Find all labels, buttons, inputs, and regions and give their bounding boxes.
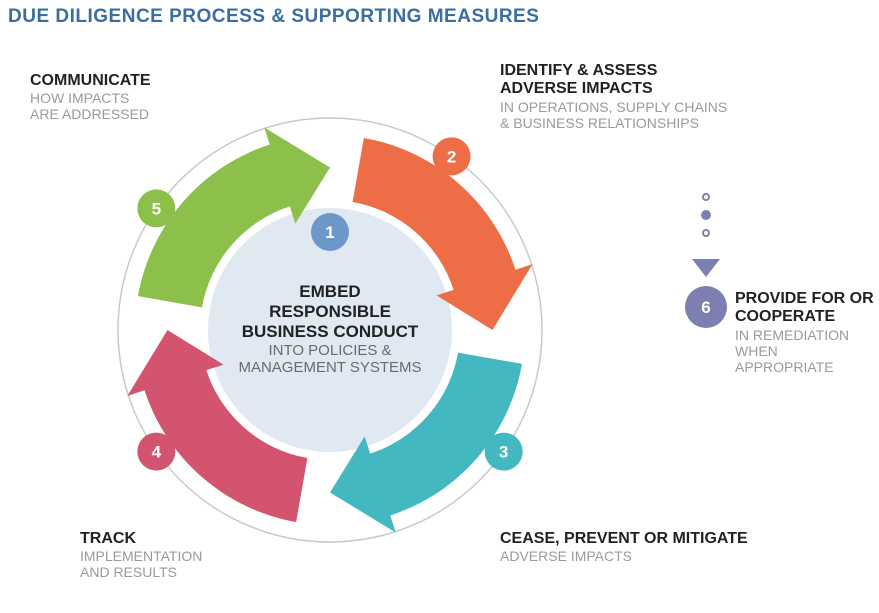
badge-6: 6 (701, 298, 710, 317)
center-sub-1: INTO POLICIES & (220, 342, 440, 359)
badge-2: 2 (447, 147, 456, 166)
badge-4: 4 (152, 443, 162, 462)
step-5-sub: HOW IMPACTSARE ADDRESSED (30, 90, 151, 122)
step-6-sub: IN REMEDIATIONWHEN APPROPRIATE (735, 327, 879, 375)
badge-3: 3 (499, 443, 508, 462)
step-4-sub: IMPLEMENTATIONAND RESULTS (80, 548, 202, 580)
step-3-sub: ADVERSE IMPACTS (500, 548, 748, 564)
step-5-label: COMMUNICATE HOW IMPACTSARE ADDRESSED (30, 72, 151, 123)
center-sub-2: MANAGEMENT SYSTEMS (220, 359, 440, 376)
step-3-label: CEASE, PREVENT OR MITIGATE ADVERSE IMPAC… (500, 530, 748, 564)
center-bold-1: EMBED (220, 282, 440, 302)
step-4-bold: TRACK (80, 530, 202, 548)
step-2-label: IDENTIFY & ASSESSADVERSE IMPACTS IN OPER… (500, 62, 727, 131)
due-diligence-diagram: { "title": { "text": "DUE DILIGENCE PROC… (0, 0, 879, 613)
center-step: EMBED RESPONSIBLE BUSINESS CONDUCT INTO … (220, 282, 440, 376)
step-5-bold: COMMUNICATE (30, 72, 151, 90)
step-3-bold: CEASE, PREVENT OR MITIGATE (500, 530, 748, 548)
step-6-label: PROVIDE FOR ORCOOPERATE IN REMEDIATIONWH… (735, 290, 879, 375)
center-bold-2: RESPONSIBLE (220, 302, 440, 322)
badge-5: 5 (152, 199, 161, 218)
center-bold-3: BUSINESS CONDUCT (220, 322, 440, 342)
step-4-label: TRACK IMPLEMENTATIONAND RESULTS (80, 530, 202, 581)
step-2-sub: IN OPERATIONS, SUPPLY CHAINS& BUSINESS R… (500, 99, 727, 131)
center-badge-number: 1 (325, 223, 334, 242)
step-6-bold: PROVIDE FOR ORCOOPERATE (735, 290, 879, 327)
step-2-bold: IDENTIFY & ASSESSADVERSE IMPACTS (500, 62, 727, 99)
